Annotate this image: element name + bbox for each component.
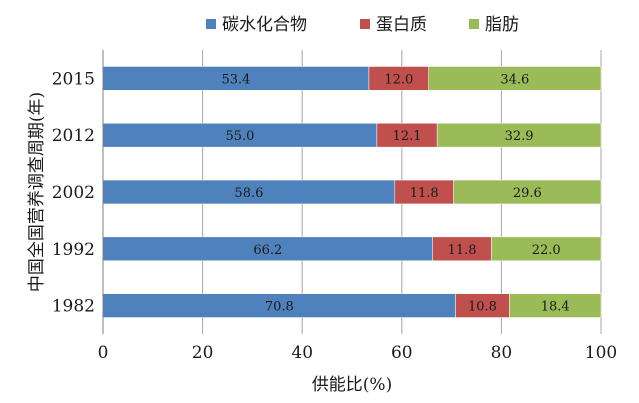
y-tick-label: 1992 [52, 240, 95, 260]
data-label: 12.1 [393, 129, 422, 144]
data-label: 22.0 [532, 243, 561, 258]
axes: 0 20 40 60 80 100 2015 2012 2002 1992 1982 [52, 50, 617, 363]
y-axis-title: 中国全国营养调查周期(年) [27, 92, 47, 292]
bar-segment [509, 293, 602, 318]
data-label: 10.8 [468, 300, 497, 315]
data-label: 34.6 [500, 72, 529, 87]
bar-segment [428, 66, 602, 91]
y-tick-label: 2002 [52, 183, 95, 203]
bar-segment [436, 123, 602, 148]
data-label: 11.8 [410, 186, 439, 201]
legend-label: 蛋白质 [376, 15, 427, 35]
legend-label: 脂肪 [485, 15, 519, 35]
x-tick-label: 80 [491, 343, 513, 363]
y-tick-label: 1982 [52, 297, 95, 317]
data-label: 66.2 [253, 243, 282, 258]
x-axis-title: 供能比(%) [312, 375, 392, 395]
data-label: 55.0 [225, 129, 254, 144]
data-label: 70.8 [265, 300, 294, 315]
data-label: 12.0 [384, 72, 413, 87]
data-label: 32.9 [505, 129, 534, 144]
legend-swatch [206, 19, 216, 29]
data-label: 29.6 [513, 186, 542, 201]
legend-label: 碳水化合物 [222, 15, 307, 35]
legend: 碳水化合物 蛋白质 脂肪 [206, 15, 519, 35]
x-tick-label: 40 [291, 343, 313, 363]
x-tick-label: 60 [391, 343, 413, 363]
data-label: 53.4 [221, 72, 250, 87]
data-label: 11.8 [448, 243, 477, 258]
y-tick-label: 2012 [52, 126, 95, 146]
data-label: 18.4 [541, 300, 570, 315]
bar-segment [453, 179, 602, 205]
data-label: 58.6 [234, 186, 263, 201]
legend-swatch [469, 19, 479, 29]
bar-layer: 53.4 12.0 34.6 55.0 12.1 32.9 58.6 11.8 29.6 66.2… [102, 66, 602, 318]
x-tick-label: 20 [192, 343, 214, 363]
x-tick-label: 100 [585, 343, 617, 363]
x-tick-label: 0 [98, 343, 109, 363]
bar-segment [491, 236, 602, 261]
legend-swatch [360, 19, 370, 29]
y-tick-label: 2015 [52, 69, 95, 89]
